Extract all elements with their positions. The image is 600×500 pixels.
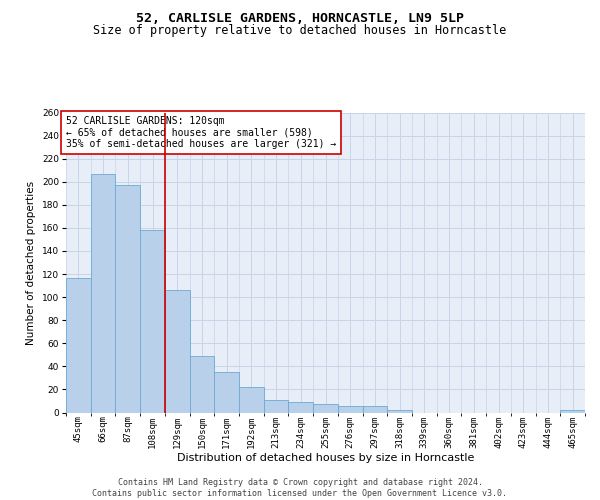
Bar bbox=[214, 372, 239, 412]
X-axis label: Distribution of detached houses by size in Horncastle: Distribution of detached houses by size … bbox=[177, 453, 474, 463]
Bar bbox=[66, 278, 91, 412]
Bar bbox=[239, 387, 264, 412]
Bar bbox=[91, 174, 115, 412]
Bar bbox=[338, 406, 362, 412]
Text: 52, CARLISLE GARDENS, HORNCASTLE, LN9 5LP: 52, CARLISLE GARDENS, HORNCASTLE, LN9 5L… bbox=[136, 12, 464, 26]
Text: Size of property relative to detached houses in Horncastle: Size of property relative to detached ho… bbox=[94, 24, 506, 37]
Bar bbox=[165, 290, 190, 412]
Bar bbox=[140, 230, 165, 412]
Bar bbox=[289, 402, 313, 412]
Bar bbox=[190, 356, 214, 412]
Bar bbox=[115, 185, 140, 412]
Y-axis label: Number of detached properties: Number of detached properties bbox=[26, 180, 36, 344]
Text: 52 CARLISLE GARDENS: 120sqm
← 65% of detached houses are smaller (598)
35% of se: 52 CARLISLE GARDENS: 120sqm ← 65% of det… bbox=[66, 116, 336, 148]
Bar bbox=[313, 404, 338, 412]
Bar bbox=[362, 406, 387, 412]
Text: Contains HM Land Registry data © Crown copyright and database right 2024.
Contai: Contains HM Land Registry data © Crown c… bbox=[92, 478, 508, 498]
Bar bbox=[264, 400, 289, 412]
Bar bbox=[560, 410, 585, 412]
Bar bbox=[387, 410, 412, 412]
